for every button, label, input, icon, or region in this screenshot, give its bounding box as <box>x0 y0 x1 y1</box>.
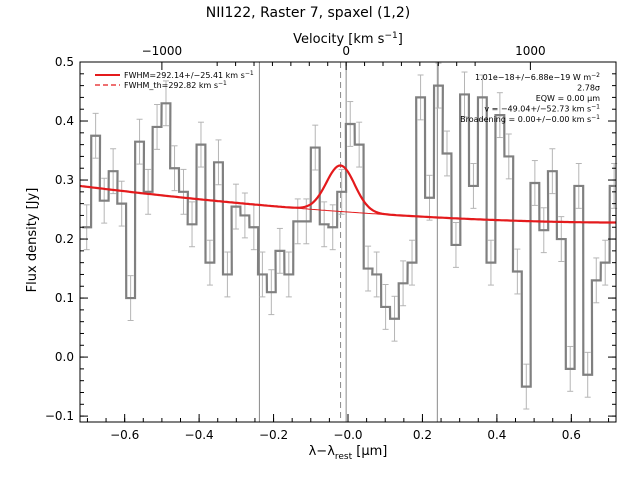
annotation-line: v = −49.04+/−52.73 km s−1 <box>484 104 600 114</box>
y-tick-label: 0.4 <box>55 114 74 128</box>
top-axis-label: Velocity [km s−1] <box>293 31 403 47</box>
y-axis-label: Flux density [Jy] <box>25 188 40 293</box>
y-tick-label: −0.1 <box>45 409 74 423</box>
y-tick-label: 0.1 <box>55 291 74 305</box>
x-tick-label: −0.6 <box>110 428 139 442</box>
legend-label: FWHM=292.14+/−25.41 km s−1 <box>124 70 254 80</box>
legend: FWHM=292.14+/−25.41 km s−1FWHM_th=292.82… <box>95 70 254 90</box>
annotation-line: Broadening = 0.00+/−0.00 km s−1 <box>460 114 600 124</box>
annotation-line: 2.78σ <box>577 84 600 93</box>
fit-series <box>79 164 616 224</box>
legend-label: FWHM_th=292.82 km s−1 <box>124 80 227 90</box>
x-tick-label: 0.6 <box>562 428 581 442</box>
gaussian-fit-line <box>79 164 616 224</box>
spectrum-series <box>82 84 616 388</box>
x-tick-label: −0.0 <box>333 428 362 442</box>
reference-lines <box>258 62 438 422</box>
x-tick-label: −0.2 <box>259 428 288 442</box>
spectrum-step-line <box>82 84 616 388</box>
axes: −0.6 −0.4 −0.2 −0.0 0.2 0.4 0.6 −0.1 0.0 0.1 0.2 0.… <box>45 44 617 442</box>
x-tick-label: −0.4 <box>185 428 214 442</box>
y-tick-label: 0.5 <box>55 55 74 69</box>
baseline-fit-line <box>79 185 616 223</box>
chart-title: NII122, Raster 7, spaxel (1,2) <box>206 5 411 21</box>
y-tick-label: 0.0 <box>55 350 74 364</box>
annotation-line: 1.01e−18+/−6.88e−19 W m−2 <box>475 72 600 82</box>
top-tick-label: 1000 <box>515 44 546 58</box>
x-tick-label: 0.4 <box>487 428 506 442</box>
y-tick-label: 0.3 <box>55 173 74 187</box>
x-axis-label: λ−λrest [μm] <box>309 444 388 462</box>
top-tick-label: −1000 <box>142 44 183 58</box>
x-tick-label: 0.2 <box>413 428 432 442</box>
annotation-line: EQW = 0.00 μm <box>536 94 600 103</box>
y-tick-label: 0.2 <box>55 232 74 246</box>
top-tick-label: 0 <box>342 44 350 58</box>
